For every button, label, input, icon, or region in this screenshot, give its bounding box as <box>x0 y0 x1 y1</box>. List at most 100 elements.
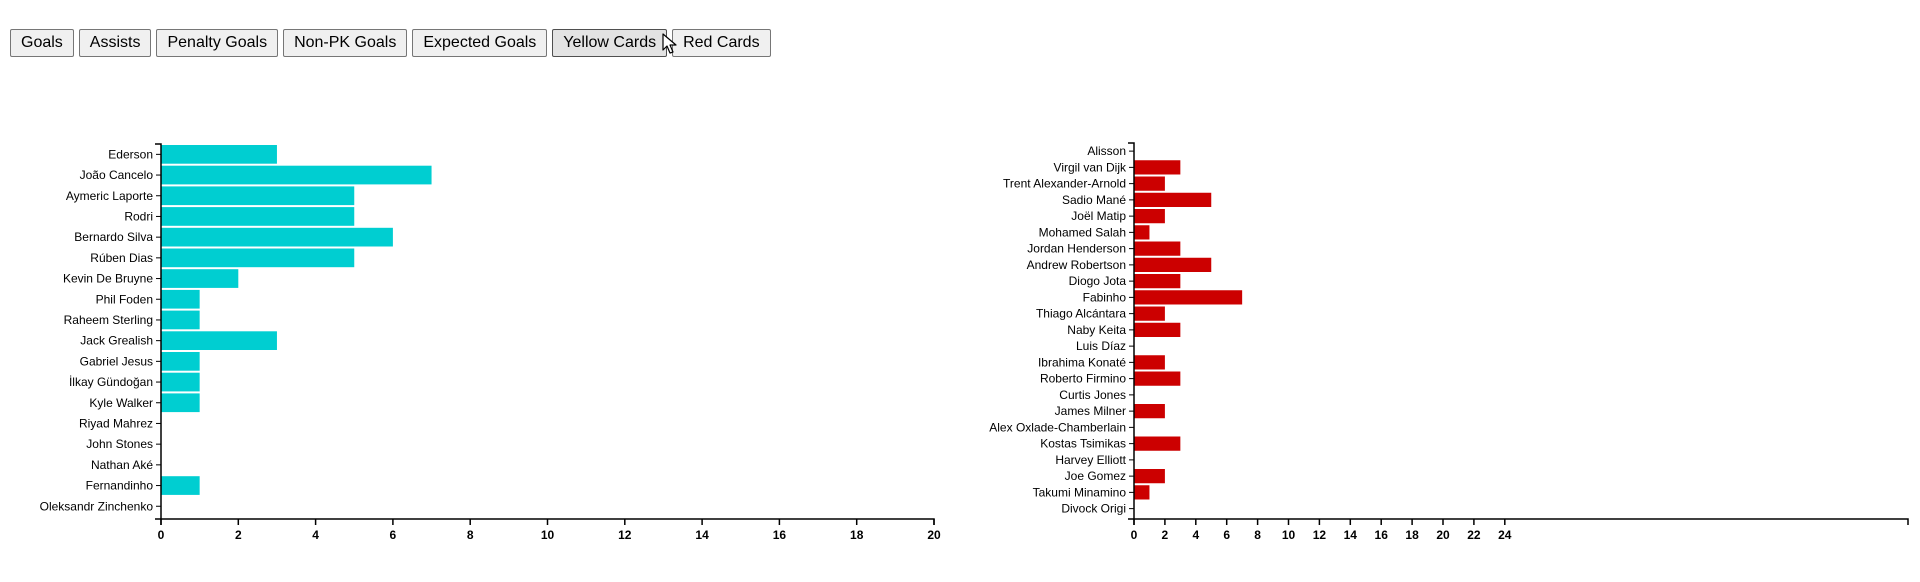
bar-fernandinho <box>161 476 200 495</box>
bar-bernardo-silva <box>161 227 393 247</box>
bar-roberto-firmino <box>1134 371 1181 386</box>
liverpool-bar-chart: Alisson Virgil van Dijk Trent Alexander-Ar… <box>989 142 1909 542</box>
y-label-alisson: Alisson <box>1087 144 1126 158</box>
y-label-nathan-ake: Nathan Aké <box>91 458 153 472</box>
bar-mohamed-salah <box>1134 225 1150 240</box>
bar-kevin-de-bruyne <box>161 269 239 288</box>
bar-jordan-henderson <box>1134 241 1181 256</box>
x-tick-label: 10 <box>1282 528 1296 542</box>
x-tick-label: 2 <box>235 528 242 542</box>
y-label-joao-cancelo: João Cancelo <box>80 168 154 182</box>
y-axis <box>1128 142 1135 520</box>
y-label-jordan-henderson: Jordan Henderson <box>1027 242 1126 256</box>
x-tick-label: 6 <box>390 528 397 542</box>
y-label-gabriel-jesus: Gabriel Jesus <box>80 354 153 368</box>
penalty-goals-button[interactable]: Penalty Goals <box>156 29 279 57</box>
bar-jack-grealish <box>161 331 277 350</box>
x-axis <box>1133 518 1909 525</box>
bar-gabriel-jesus <box>161 352 200 371</box>
expected-goals-button[interactable]: Expected Goals <box>412 29 548 57</box>
x-tick-label: 16 <box>1375 528 1389 542</box>
y-label-riyad-mahrez: Riyad Mahrez <box>79 416 153 430</box>
y-label-naby-keita: Naby Keita <box>1067 323 1126 337</box>
x-tick-label: 4 <box>1192 528 1199 542</box>
y-label-mohamed-salah: Mohamed Salah <box>1039 225 1126 239</box>
x-tick-label: 20 <box>927 528 941 542</box>
bar-virgil-van-dijk <box>1134 160 1181 175</box>
bar-fabinho <box>1134 290 1243 305</box>
x-tick-label: 4 <box>312 528 319 542</box>
bar-kostas-tsimikas <box>1134 436 1181 451</box>
y-label-oleksandr-zinchenko: Oleksandr Zinchenko <box>40 499 154 513</box>
bar-trent-alexander-arnold <box>1134 176 1165 191</box>
y-label-thiago-alcantara: Thiago Alcántara <box>1036 307 1126 321</box>
x-tick-label: 0 <box>158 528 165 542</box>
x-tick-label: 18 <box>1405 528 1419 542</box>
y-label-curtis-jones: Curtis Jones <box>1059 388 1126 402</box>
y-label-virgil-van-dijk: Virgil van Dijk <box>1054 160 1127 174</box>
x-tick-label: 6 <box>1223 528 1230 542</box>
bar-sadio-mane <box>1134 192 1212 207</box>
y-label-bernardo-silva: Bernardo Silva <box>74 230 153 244</box>
y-label-john-stones: John Stones <box>86 437 153 451</box>
red-cards-button[interactable]: Red Cards <box>672 29 771 57</box>
y-label-luis-diaz: Luis Díaz <box>1076 339 1126 353</box>
x-tick-label: 14 <box>1344 528 1358 542</box>
assists-button[interactable]: Assists <box>78 29 152 57</box>
bar-phil-foden <box>161 289 200 309</box>
y-label-kostas-tsimikas: Kostas Tsimikas <box>1040 437 1126 451</box>
x-tick-label: 24 <box>1498 528 1512 542</box>
y-axis <box>155 143 162 520</box>
bar-ruben-dias <box>161 248 355 268</box>
y-label-divock-origi: Divock Origi <box>1061 502 1126 516</box>
y-label-ilkay-gundogan: İlkay Gündoğan <box>69 375 153 389</box>
y-label-james-milner: James Milner <box>1055 404 1126 418</box>
x-tick-label: 2 <box>1162 528 1169 542</box>
bar-ibrahima-konate <box>1134 355 1165 370</box>
y-label-andrew-robertson: Andrew Robertson <box>1027 258 1126 272</box>
bar-raheem-sterling <box>161 310 200 330</box>
y-label-trent-alexander-arnold: Trent Alexander-Arnold <box>1003 177 1126 191</box>
y-label-alex-oxlade-chamberlain: Alex Oxlade-Chamberlain <box>989 420 1126 434</box>
x-tick-label: 18 <box>850 528 864 542</box>
bar-ilkay-gundogan <box>161 372 200 392</box>
y-label-kevin-de-bruyne: Kevin De Bruyne <box>63 272 153 286</box>
goals-button[interactable]: Goals <box>10 29 74 57</box>
x-tick-label: 22 <box>1467 528 1481 542</box>
bar-rodri <box>161 207 355 226</box>
non-pk-goals-button[interactable]: Non-PK Goals <box>283 29 408 57</box>
x-tick-label: 8 <box>467 528 474 542</box>
yellow-cards-button[interactable]: Yellow Cards <box>552 29 668 57</box>
x-tick-label: 20 <box>1436 528 1450 542</box>
y-label-rodri: Rodri <box>124 209 153 223</box>
y-label-ederson: Ederson <box>108 147 153 161</box>
bar-kyle-walker <box>161 393 200 413</box>
man-city-bar-chart: Ederson João Cancelo Aymeric Laporte Rodri B… <box>40 143 941 542</box>
y-label-ruben-dias: Rúben Dias <box>90 251 153 265</box>
bar-ederson <box>161 145 277 164</box>
y-label-phil-foden: Phil Foden <box>96 292 153 306</box>
bar-andrew-robertson <box>1134 257 1212 272</box>
y-label-fabinho: Fabinho <box>1083 290 1127 304</box>
x-tick-label: 12 <box>1313 528 1327 542</box>
y-label-raheem-sterling: Raheem Sterling <box>64 313 153 327</box>
bar-diogo-jota <box>1134 274 1181 289</box>
x-tick-label: 12 <box>618 528 632 542</box>
y-label-aymeric-laporte: Aymeric Laporte <box>66 189 153 203</box>
y-label-harvey-elliott: Harvey Elliott <box>1055 453 1126 467</box>
bar-takumi-minamino <box>1134 485 1150 500</box>
y-label-roberto-firmino: Roberto Firmino <box>1040 372 1126 386</box>
y-label-kyle-walker: Kyle Walker <box>89 396 153 410</box>
x-tick-label: 8 <box>1254 528 1261 542</box>
bar-naby-keita <box>1134 322 1181 337</box>
y-label-fernandinho: Fernandinho <box>86 479 154 493</box>
bar-aymeric-laporte <box>161 186 355 206</box>
stat-toolbar: Goals Assists Penalty Goals Non-PK Goals… <box>10 29 771 57</box>
y-label-diogo-jota: Diogo Jota <box>1069 274 1127 288</box>
bar-joao-cancelo <box>161 165 432 185</box>
x-tick-label: 10 <box>541 528 555 542</box>
y-label-ibrahima-konate: Ibrahima Konaté <box>1038 355 1126 369</box>
y-label-sadio-mane: Sadio Mané <box>1062 193 1126 207</box>
x-tick-label: 14 <box>695 528 709 542</box>
bar-james-milner <box>1134 404 1165 419</box>
